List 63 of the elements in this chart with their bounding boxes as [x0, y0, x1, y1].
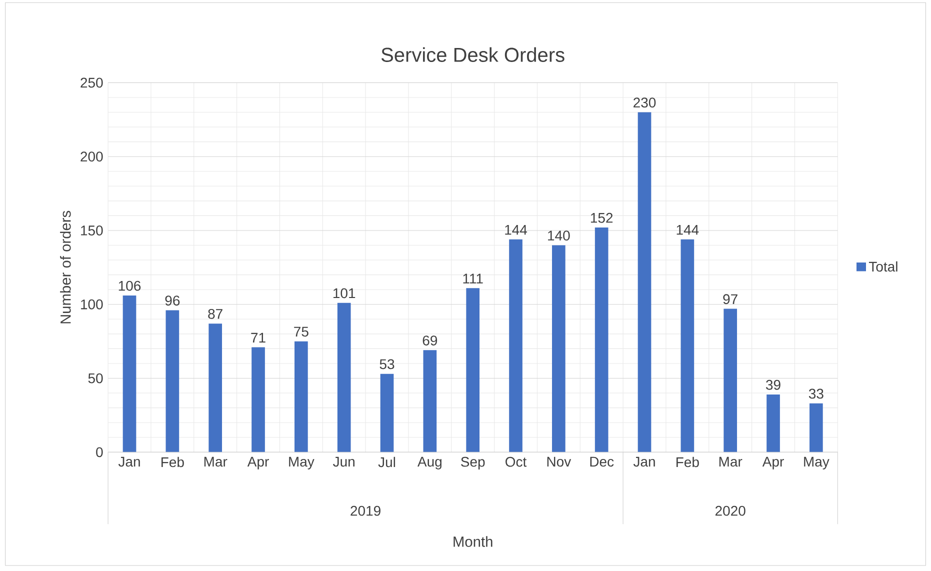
text: 2020	[715, 506, 746, 516]
bar	[166, 310, 180, 452]
data-label: 144	[505, 225, 528, 235]
data-label: 53	[380, 359, 394, 370]
bar	[208, 324, 222, 452]
data-label: 71	[251, 332, 266, 343]
data-label: 97	[723, 294, 738, 304]
x-tick-label: Jan	[633, 456, 655, 467]
y-tick-label: 50	[88, 373, 103, 384]
data-label: 33	[808, 388, 824, 399]
y-tick-label: 250	[80, 78, 103, 88]
y-tick-label: 0	[96, 447, 103, 458]
y-tick-label: 100	[81, 299, 103, 310]
y-tick-label: 150	[81, 226, 103, 236]
y-axis-title: Number of orders	[60, 210, 71, 324]
text: 2019	[350, 506, 380, 516]
bar	[509, 239, 522, 452]
legend-label: Total	[868, 261, 898, 272]
x-tick-label: Dec	[590, 456, 614, 467]
bar	[466, 288, 480, 452]
x-axis-title: Month	[454, 536, 492, 547]
bar	[552, 245, 566, 452]
x-tick-label: Aug	[417, 456, 442, 470]
data-label: 101	[333, 288, 356, 298]
bar	[337, 302, 351, 452]
data-label: 69	[422, 336, 438, 346]
data-label: 96	[165, 296, 180, 306]
x-tick-label: Feb	[162, 456, 184, 468]
bar	[638, 112, 652, 452]
x-tick-label: Nov	[547, 456, 572, 467]
data-label: 140	[548, 230, 570, 241]
x-tick-label: Mar	[719, 456, 742, 467]
x-tick-label: Feb	[676, 456, 699, 468]
bar	[423, 350, 437, 452]
bar	[122, 296, 136, 452]
bar	[594, 228, 608, 452]
x-tick-label: May	[804, 456, 830, 470]
bar	[294, 341, 308, 452]
bar	[680, 239, 694, 452]
x-tick-label: Jan	[118, 456, 140, 467]
data-label: 87	[208, 309, 222, 319]
x-tick-label: Jul	[378, 456, 396, 468]
bar	[724, 308, 738, 452]
x-tick-label: Oct	[506, 456, 527, 467]
x-tick-label: Apr	[247, 456, 269, 470]
data-label: 111	[463, 274, 483, 284]
x-tick-label: Apr	[762, 456, 784, 470]
data-label: 39	[766, 380, 780, 390]
x-tick-label: May	[289, 456, 314, 470]
bar	[380, 374, 394, 452]
data-label: 152	[590, 212, 613, 223]
chart-title: Service Desk Orders	[381, 47, 564, 62]
data-label: 75	[294, 326, 308, 337]
bar	[252, 347, 265, 452]
x-tick-label: Jun	[333, 456, 354, 467]
data-label: 230	[634, 98, 656, 108]
x-tick-label: Sep	[461, 456, 485, 470]
data-label: 106	[118, 280, 141, 291]
bar	[810, 403, 823, 452]
x-tick-label: Mar	[204, 456, 228, 467]
y-tick-label: 200	[80, 152, 103, 162]
data-label: 144	[676, 225, 699, 235]
bar	[766, 394, 780, 452]
